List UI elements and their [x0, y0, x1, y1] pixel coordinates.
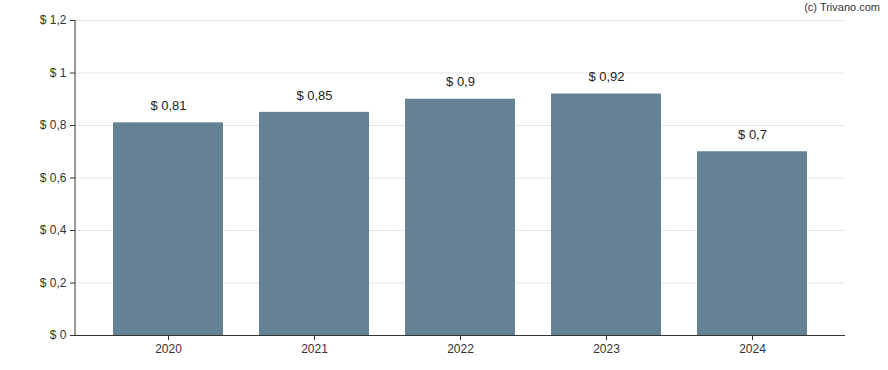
svg-text:$ 0,2: $ 0,2 — [40, 276, 67, 290]
svg-text:$ 1,2: $ 1,2 — [40, 13, 67, 27]
svg-text:$ 0,7: $ 0,7 — [738, 127, 767, 142]
svg-text:2023: 2023 — [593, 342, 620, 356]
svg-text:$ 0: $ 0 — [50, 328, 67, 342]
svg-text:2021: 2021 — [301, 342, 328, 356]
svg-text:$ 0,85: $ 0,85 — [296, 88, 332, 103]
svg-text:$ 0,6: $ 0,6 — [40, 171, 67, 185]
svg-text:$ 0,81: $ 0,81 — [150, 98, 186, 113]
svg-text:2024: 2024 — [739, 342, 766, 356]
svg-text:$ 1: $ 1 — [50, 66, 67, 80]
svg-text:$ 0,8: $ 0,8 — [40, 118, 67, 132]
svg-text:$ 0,92: $ 0,92 — [588, 69, 624, 84]
svg-text:2022: 2022 — [447, 342, 474, 356]
html-text:(c) Trivano.com: (c) Trivano.com — [804, 1, 880, 13]
svg-text:$ 0,4: $ 0,4 — [40, 223, 67, 237]
svg-text:$ 0,9: $ 0,9 — [446, 74, 475, 89]
svg-text:2020: 2020 — [155, 342, 182, 356]
